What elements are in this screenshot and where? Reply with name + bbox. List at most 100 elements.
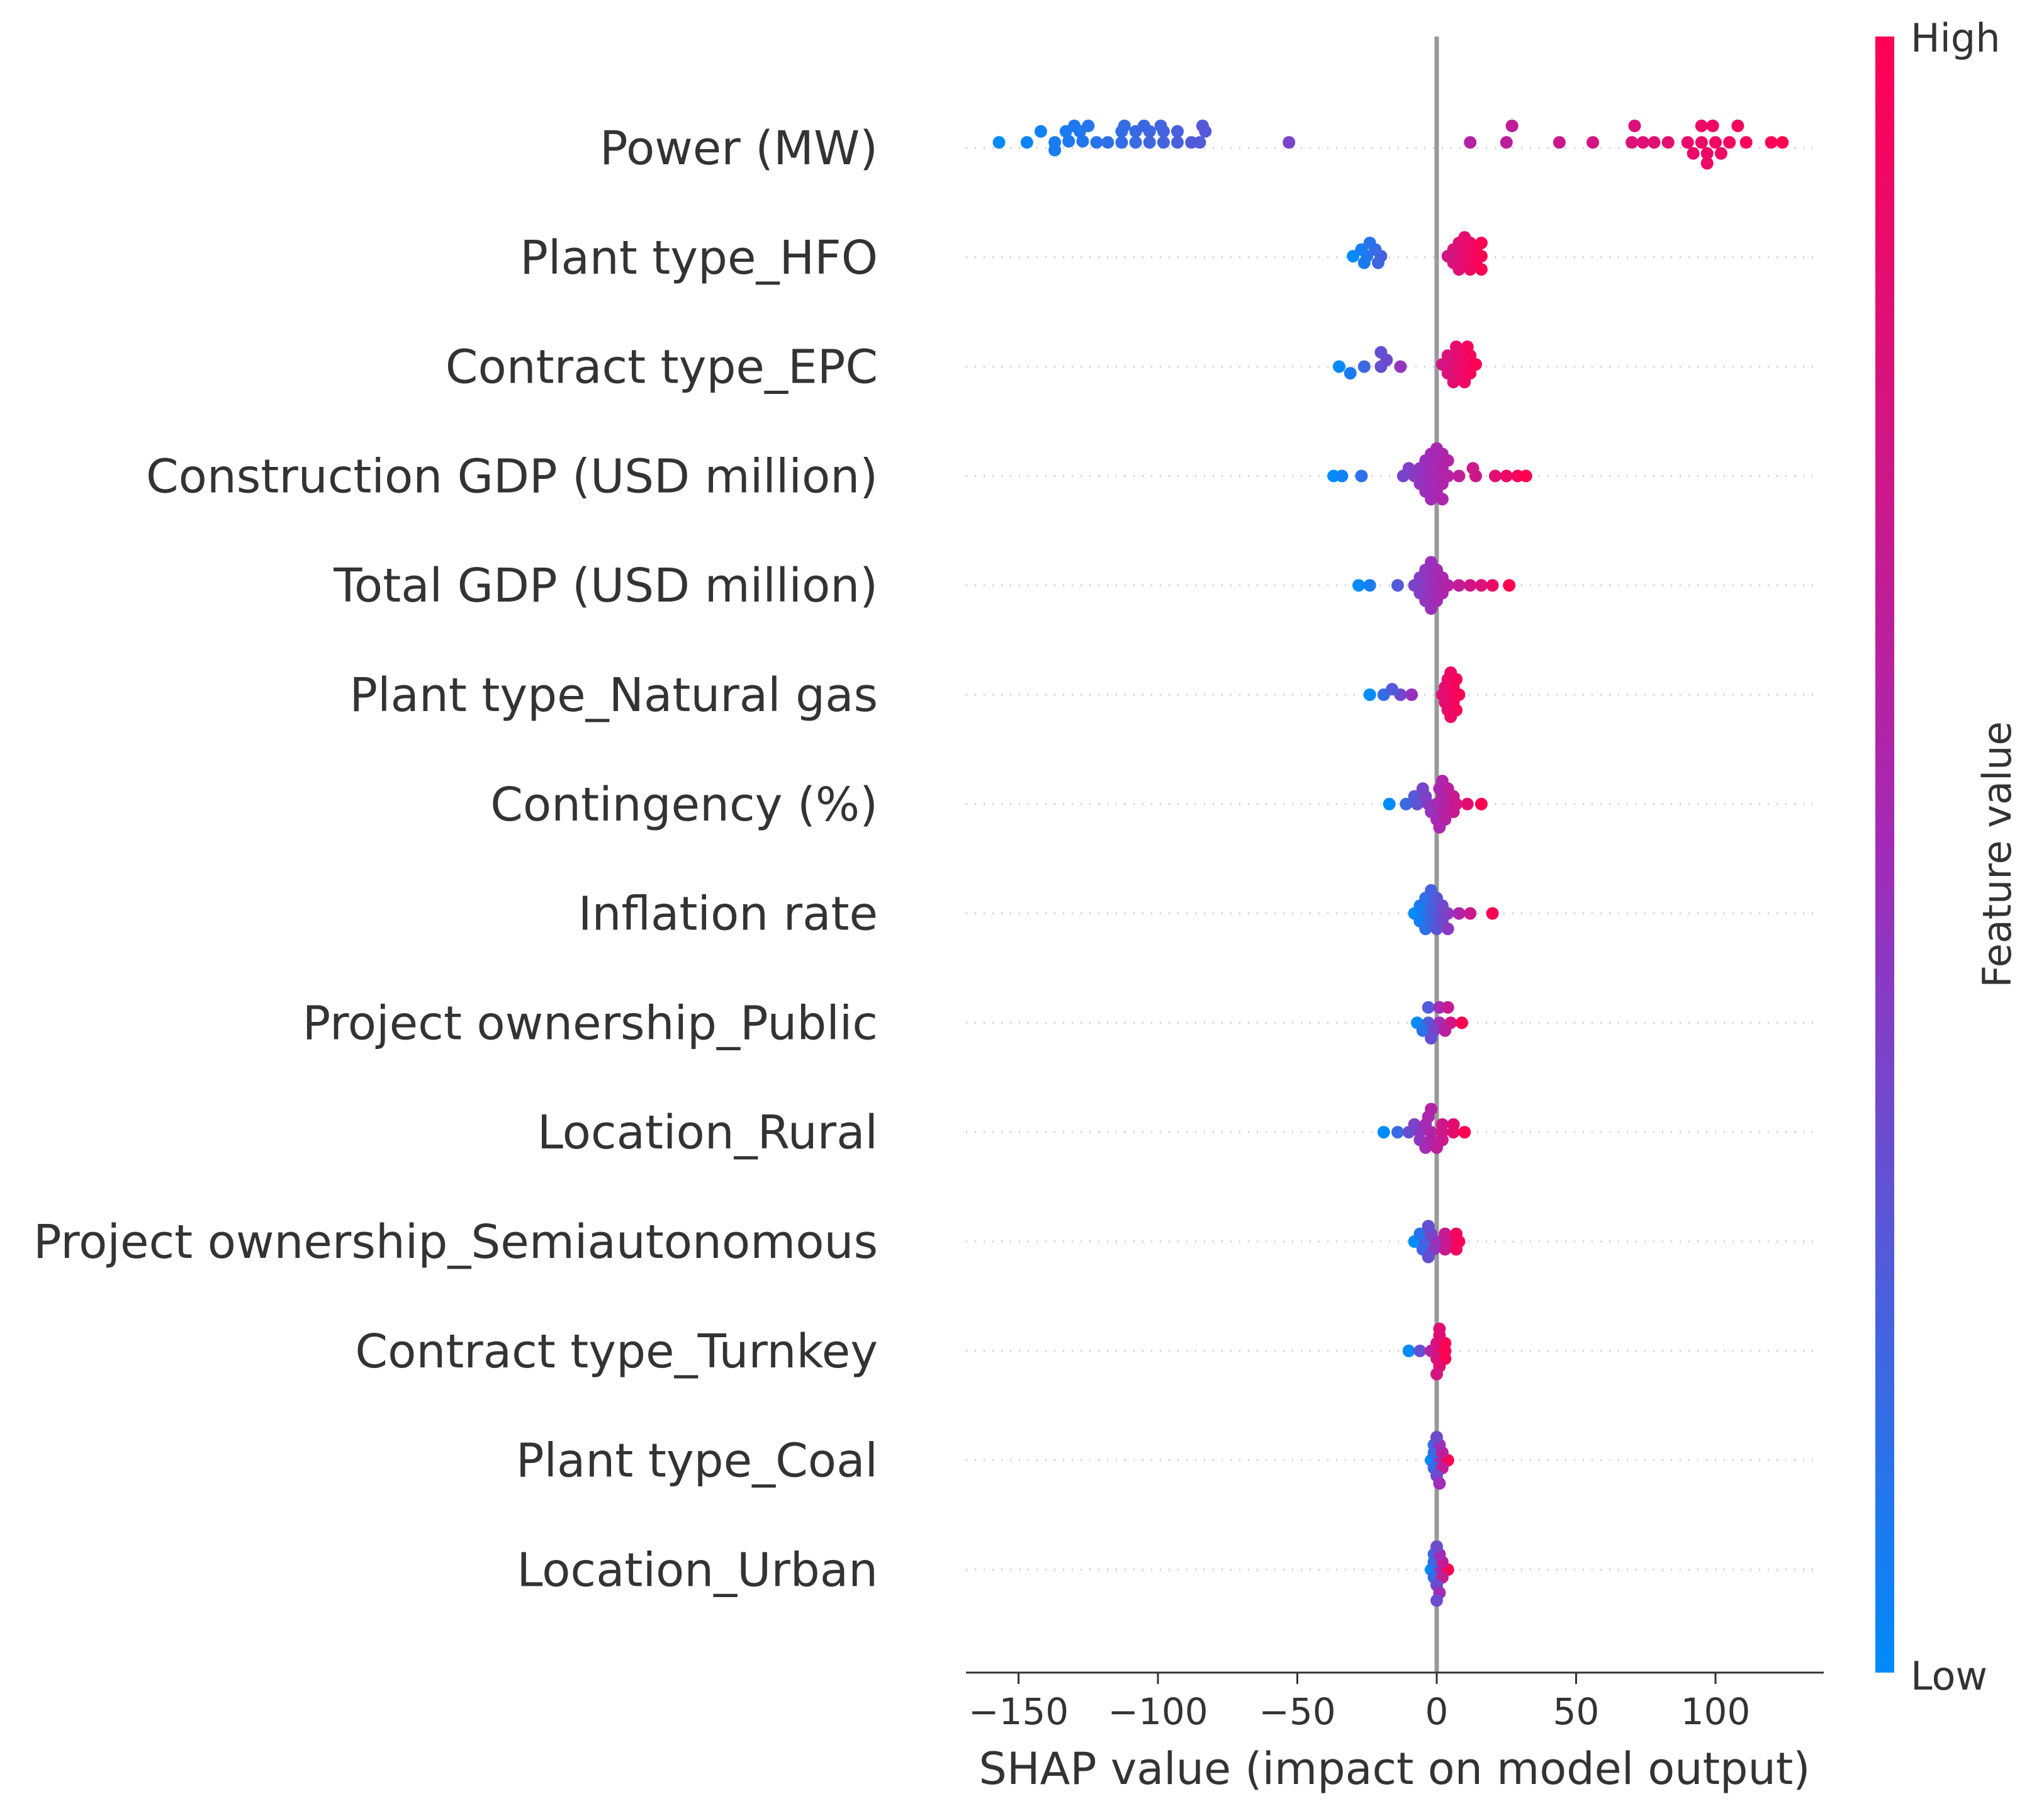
shap-point bbox=[1553, 136, 1566, 149]
shap-point bbox=[1474, 579, 1488, 592]
feature-grid-lines bbox=[966, 147, 1819, 1571]
shap-point bbox=[1626, 136, 1639, 149]
shap-point bbox=[1430, 1367, 1443, 1381]
shap-point bbox=[1425, 493, 1438, 506]
shap-point bbox=[1661, 136, 1675, 149]
shap-point bbox=[1450, 340, 1463, 354]
shap-point bbox=[1500, 136, 1513, 149]
x-tick-label: 0 bbox=[1425, 1690, 1449, 1733]
shap-point bbox=[1439, 1243, 1452, 1256]
shap-point bbox=[1709, 136, 1722, 149]
shap-point bbox=[1344, 367, 1357, 380]
shap-point bbox=[1137, 120, 1150, 132]
shap-point bbox=[1450, 1227, 1463, 1240]
shap-point bbox=[1474, 797, 1488, 810]
shap-point bbox=[1143, 136, 1156, 149]
shap-point bbox=[1425, 1031, 1438, 1045]
shap-point bbox=[1335, 469, 1349, 483]
shap-point bbox=[1695, 120, 1708, 132]
shap-point bbox=[1474, 237, 1488, 250]
x-tick-label: 100 bbox=[1681, 1690, 1751, 1733]
feature-label: Contingency (%) bbox=[490, 778, 878, 832]
shap-point bbox=[1466, 462, 1480, 475]
shap-point bbox=[1447, 1118, 1460, 1131]
shap-point bbox=[1352, 579, 1365, 592]
shap-point bbox=[1193, 136, 1206, 149]
x-axis-title: SHAP value (impact on model output) bbox=[979, 1743, 1810, 1795]
shap-point bbox=[1408, 1118, 1421, 1131]
shap-point bbox=[1062, 135, 1075, 148]
shap-point bbox=[1706, 120, 1719, 132]
shap-point bbox=[1425, 883, 1438, 897]
feature-label: Power (MW) bbox=[600, 121, 878, 176]
shap-point bbox=[1765, 136, 1778, 149]
shap-point bbox=[1464, 579, 1477, 592]
shap-point bbox=[1372, 256, 1384, 269]
shap-point bbox=[1636, 136, 1649, 149]
feature-label: Plant type_Coal bbox=[516, 1434, 878, 1488]
shap-point bbox=[1422, 1220, 1435, 1233]
shap-point bbox=[1196, 120, 1209, 132]
colorbar-high-label: High bbox=[1911, 15, 2001, 61]
shap-point bbox=[1435, 775, 1449, 788]
feature-label: Location_Rural bbox=[537, 1106, 878, 1160]
shap-point bbox=[1695, 136, 1708, 149]
shap-point bbox=[1474, 263, 1488, 276]
shap-point bbox=[1441, 923, 1454, 936]
shap-point bbox=[1681, 136, 1694, 149]
shap-point bbox=[1408, 790, 1421, 803]
shap-point bbox=[1458, 376, 1471, 389]
feature-label: Project ownership_Public bbox=[303, 996, 878, 1050]
shap-point bbox=[1452, 469, 1466, 483]
shap-point bbox=[1441, 1001, 1454, 1014]
shap-point bbox=[1171, 125, 1184, 138]
shap-point bbox=[1519, 469, 1532, 483]
shap-point bbox=[1171, 136, 1184, 149]
shap-point bbox=[1422, 1250, 1435, 1264]
shap-point bbox=[1090, 136, 1103, 149]
shap-point bbox=[1357, 360, 1371, 373]
shap-point bbox=[1363, 237, 1376, 250]
shap-point bbox=[1489, 469, 1502, 483]
shap-point bbox=[1118, 120, 1131, 132]
shap-point bbox=[1486, 907, 1499, 920]
shap-point bbox=[1464, 136, 1477, 149]
shap-point bbox=[1048, 143, 1062, 157]
shap-point bbox=[1425, 1102, 1438, 1116]
shap-point bbox=[1700, 157, 1714, 170]
feature-label: Contract type_Turnkey bbox=[355, 1325, 878, 1379]
shap-point bbox=[1505, 120, 1519, 132]
x-tick-label: −150 bbox=[969, 1690, 1069, 1733]
shap-point bbox=[1500, 469, 1513, 483]
shap-point bbox=[1391, 579, 1404, 592]
shap-point bbox=[1430, 442, 1443, 455]
shap-point bbox=[1391, 1126, 1404, 1139]
shap-point bbox=[1464, 263, 1477, 276]
shap-point bbox=[1458, 1126, 1471, 1139]
feature-label: Contract type_EPC bbox=[446, 340, 878, 395]
shap-point bbox=[1402, 1344, 1415, 1357]
shap-point bbox=[1439, 1024, 1452, 1037]
shap-point bbox=[1422, 1001, 1435, 1014]
shap-point bbox=[1586, 136, 1600, 149]
shap-point bbox=[1455, 1016, 1468, 1029]
feature-label: Location_Urban bbox=[517, 1543, 878, 1597]
shap-point bbox=[1283, 136, 1296, 149]
feature-label: Construction GDP (USD million) bbox=[146, 449, 878, 503]
shap-point bbox=[1447, 805, 1460, 819]
shap-point bbox=[1363, 579, 1376, 592]
shap-point bbox=[1400, 797, 1413, 810]
shap-point bbox=[1447, 376, 1460, 389]
shap-point bbox=[1157, 136, 1170, 149]
shap-point bbox=[1430, 1594, 1443, 1607]
shap-point bbox=[1020, 136, 1033, 149]
shap-point bbox=[1413, 1344, 1427, 1357]
shap-point bbox=[1115, 136, 1128, 149]
shap-point bbox=[992, 136, 1006, 149]
x-tick-label: −100 bbox=[1108, 1690, 1208, 1733]
x-ticks: −150 −100 −50 0 50 100 bbox=[969, 1673, 1751, 1733]
shap-point bbox=[1433, 1322, 1446, 1335]
shap-point bbox=[1628, 120, 1641, 132]
shap-point bbox=[1687, 147, 1700, 160]
points-layer bbox=[992, 120, 1789, 1607]
